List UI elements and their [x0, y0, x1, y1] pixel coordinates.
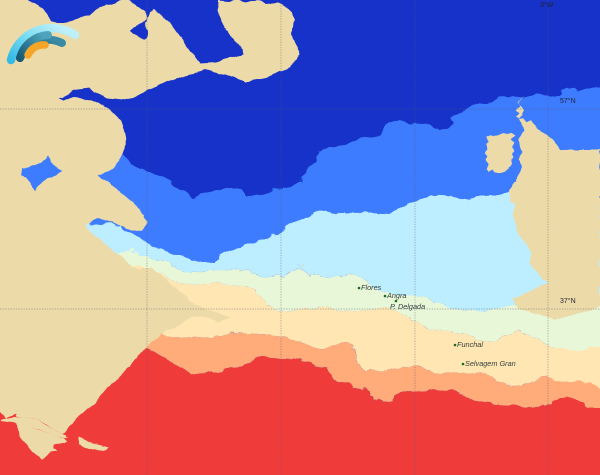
- svg-text:Flores: Flores: [361, 283, 382, 292]
- svg-text:57°N: 57°N: [560, 97, 576, 105]
- svg-text:P. Delgada: P. Delgada: [390, 302, 425, 311]
- svg-text:37°N: 37°N: [560, 297, 576, 305]
- svg-text:Selvagem Gran: Selvagem Gran: [465, 359, 516, 368]
- svg-text:Angra: Angra: [386, 291, 406, 300]
- svg-text:Funchal: Funchal: [457, 340, 483, 349]
- svg-text:3°W: 3°W: [540, 1, 554, 9]
